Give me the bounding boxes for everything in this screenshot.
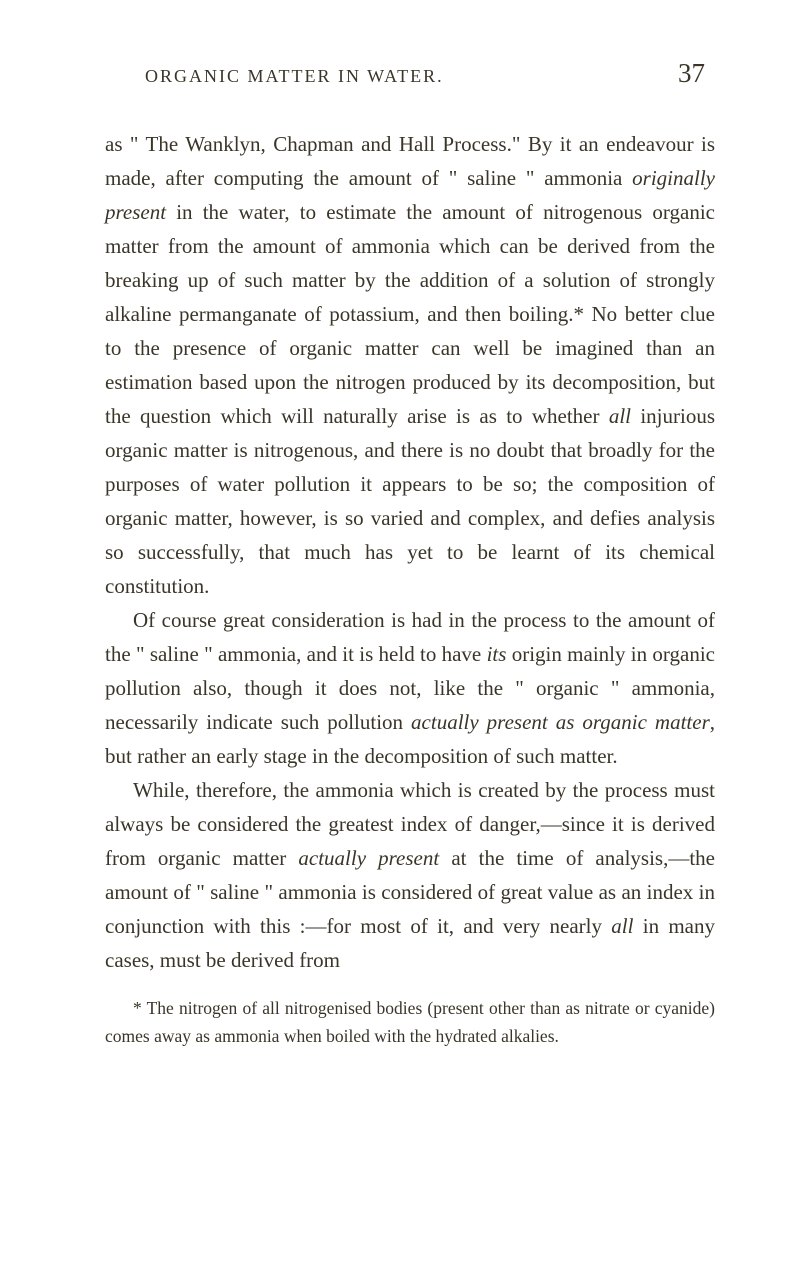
header-title: ORGANIC MATTER IN WATER. — [145, 66, 444, 87]
page-header: ORGANIC MATTER IN WATER. 37 — [105, 58, 715, 89]
footnote-text: * The nitrogen of all nitrogenised bodie… — [105, 998, 715, 1045]
p3-italic-1: actually present — [298, 846, 439, 870]
p1-text-1: as " The Wanklyn, Chapman and Hall Proce… — [105, 132, 715, 190]
paragraph-1: as " The Wanklyn, Chapman and Hall Proce… — [105, 127, 715, 603]
p2-italic-1: its — [487, 642, 507, 666]
paragraph-3: While, therefore, the ammonia which is c… — [105, 773, 715, 977]
footnote: * The nitrogen of all nitrogenised bodie… — [105, 995, 715, 1049]
p1-italic-2: all — [609, 404, 631, 428]
page-number: 37 — [678, 58, 715, 89]
body-text: as " The Wanklyn, Chapman and Hall Proce… — [105, 127, 715, 977]
p3-italic-2: all — [611, 914, 633, 938]
p2-italic-2: actually present as organic matter — [411, 710, 710, 734]
p1-text-3: injurious organic matter is nitrogenous,… — [105, 404, 715, 598]
p1-text-2: in the water, to estimate the amount of … — [105, 200, 715, 428]
paragraph-2: Of course great consideration is had in … — [105, 603, 715, 773]
